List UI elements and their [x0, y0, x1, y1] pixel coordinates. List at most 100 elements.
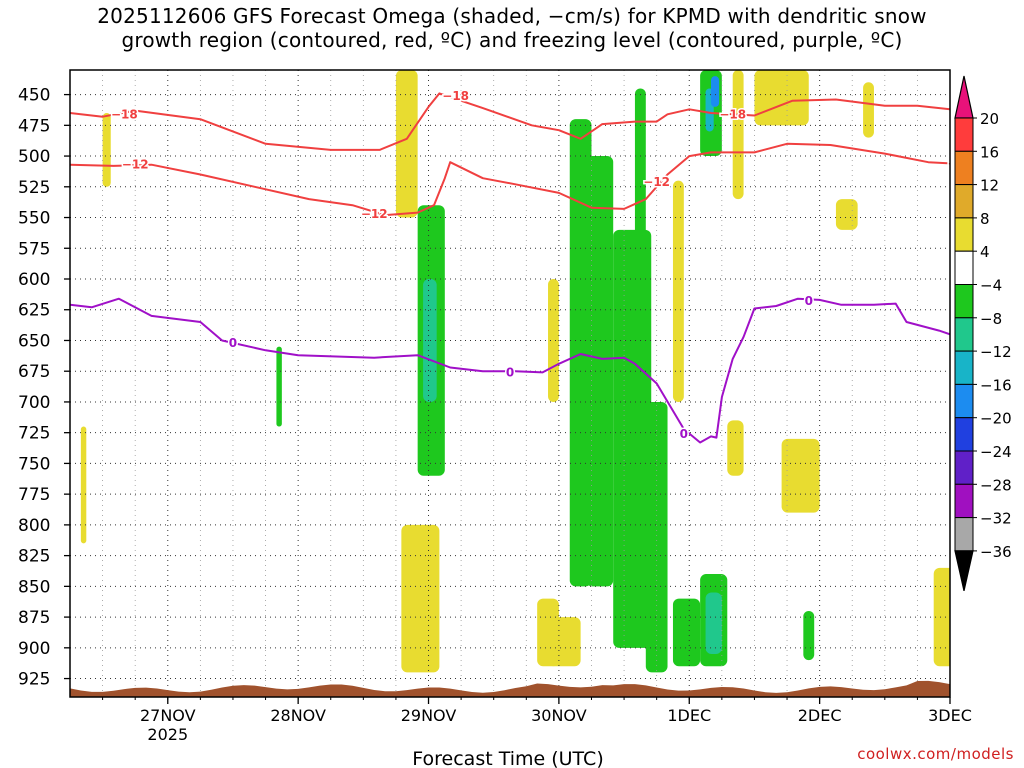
contour-label: −12 [947, 156, 974, 170]
contour-label: 0 [805, 294, 813, 308]
y-tick-label: 650 [18, 331, 50, 351]
omega-region [645, 401, 668, 673]
colorbar-label: 20 [980, 110, 999, 128]
y-tick-label: 575 [18, 239, 50, 259]
contour-label: 0 [680, 427, 688, 441]
y-tick-label: 475 [18, 116, 50, 136]
colorbar-swatch [954, 383, 974, 419]
colorbar-bottom-arrow [954, 550, 974, 592]
y-tick-label: 925 [18, 670, 50, 690]
y-tick-label: 500 [18, 147, 50, 167]
omega-region [102, 113, 111, 187]
omega-region [586, 156, 614, 587]
y-tick-label: 775 [18, 485, 50, 505]
colorbar-label: 4 [980, 243, 990, 261]
contour-label: 0 [229, 336, 237, 350]
colorbar-swatch [954, 317, 974, 352]
y-tick-label: 825 [18, 547, 50, 567]
y-tick-label: 625 [18, 301, 50, 321]
omega-region [754, 70, 809, 126]
omega-region [634, 88, 646, 236]
colorbar-top-arrow [954, 75, 974, 119]
x-tick-label: 1DEC [667, 706, 711, 725]
y-tick-label: 750 [18, 454, 50, 474]
contour-label: −18 [111, 107, 138, 121]
y-tick-label: 900 [18, 639, 50, 659]
contour-label: −12 [643, 175, 670, 189]
x-axis-label: Forecast Time (UTC) [412, 748, 603, 768]
x-tick-sublabel: 2025 [147, 725, 188, 744]
colorbar-swatch [954, 483, 974, 519]
omega-region [672, 598, 701, 667]
colorbar: 20 16 12 8 4 −4 −8 −12 −16 −20 −24 −28 −32 −36 [954, 75, 1012, 592]
y-tick-label: 800 [18, 516, 50, 536]
terrain [70, 680, 950, 697]
omega-region [933, 567, 950, 667]
colorbar-label: −24 [980, 443, 1012, 461]
omega-region [80, 426, 87, 544]
x-tick-label: 3DEC [928, 706, 972, 725]
chart-title-line-1: 2025112606 GFS Forecast Omega (shaded, −… [97, 4, 927, 28]
terrain-band [70, 680, 950, 697]
colorbar-label: −36 [980, 543, 1012, 561]
chart-title: 2025112606 GFS Forecast Omega (shaded, −… [0, 4, 1024, 52]
contour-label: −18 [719, 107, 746, 121]
y-tick-label: 675 [18, 362, 50, 382]
y-tick-label: 525 [18, 178, 50, 198]
omega-region [401, 524, 440, 673]
omega-region [548, 617, 581, 667]
colorbar-swatch [954, 284, 974, 319]
contour-line [70, 92, 950, 151]
colorbar-swatch [954, 517, 974, 552]
omega-region [727, 420, 744, 476]
colorbar-swatch [954, 184, 974, 219]
contour-line [70, 142, 950, 217]
omega-region [1021, 156, 1024, 549]
colorbar-label: −32 [980, 510, 1012, 528]
y-tick-label: 875 [18, 608, 50, 628]
omega-region [705, 592, 722, 654]
omega-region [803, 610, 815, 661]
credit-text: coolwx.com/models [857, 745, 1014, 763]
omega-region [423, 279, 437, 402]
contour-label: 0 [506, 365, 514, 379]
omega-region [863, 82, 874, 138]
colorbar-label: −20 [980, 410, 1012, 428]
contour-label: −18 [442, 89, 469, 103]
colorbar-swatch [954, 150, 974, 186]
colorbar-label: 8 [980, 210, 990, 228]
omega-region [732, 70, 744, 200]
colorbar-swatch [954, 350, 974, 385]
plot-frame [69, 69, 951, 698]
colorbar-swatch [954, 450, 974, 485]
omega-region [710, 76, 720, 107]
omega-region [672, 180, 684, 402]
y-tick-label: 600 [18, 270, 50, 290]
y-tick-label: 725 [18, 424, 50, 444]
colorbar-label: 12 [980, 177, 999, 195]
colorbar-swatch [954, 117, 974, 152]
colorbar-label: 16 [980, 143, 999, 161]
omega-region [835, 199, 858, 230]
contour-label: −12 [361, 207, 388, 221]
y-tick-label: 700 [18, 393, 50, 413]
contour-line [70, 297, 950, 444]
x-tick-label: 2DEC [798, 706, 842, 725]
colorbar-label: −12 [980, 343, 1012, 361]
omega-region [613, 229, 652, 648]
colorbar-label: −8 [980, 310, 1002, 328]
colorbar-swatch [954, 217, 974, 252]
omega-shading [80, 70, 1024, 673]
chart-title-line-2: growth region (contoured, red, ºC) and f… [121, 28, 903, 52]
colorbar-label: −4 [980, 277, 1002, 295]
colorbar-label: −16 [980, 376, 1012, 394]
omega-region [395, 70, 418, 218]
plot-background [70, 70, 950, 697]
x-tick-label: 27NOV [140, 706, 196, 725]
omega-region [548, 279, 559, 402]
colorbar-swatch [954, 417, 974, 452]
colorbar-label: −28 [980, 476, 1012, 494]
